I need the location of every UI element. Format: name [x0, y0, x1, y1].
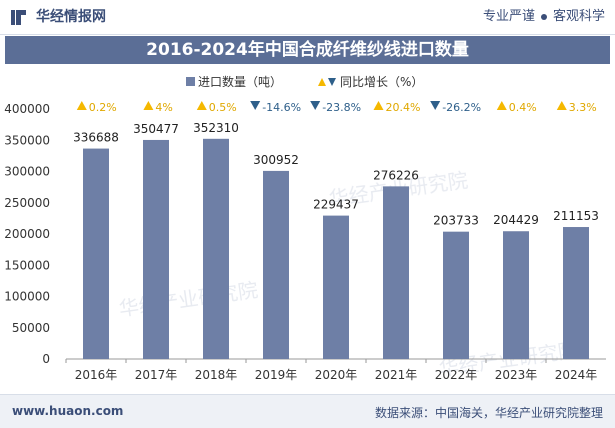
x-tick-label: 2023年: [495, 368, 538, 382]
y-tick-label: 400000: [4, 102, 50, 116]
x-tick-label: 2024年: [555, 368, 598, 382]
bar-value-label: 300952: [253, 153, 299, 167]
brand-name: 华经情报网: [36, 9, 106, 25]
growth-label: -26.2%: [442, 101, 481, 114]
bar: [443, 231, 469, 359]
brand-logo-icon: [11, 10, 26, 25]
x-tick-label: 2021年: [375, 368, 418, 382]
growth-label: 3.3%: [569, 101, 597, 114]
growth-up-icon: [196, 101, 207, 110]
growth-label: 0.2%: [89, 101, 117, 114]
bar-value-label: 203733: [433, 214, 479, 228]
growth-label: -14.6%: [262, 101, 301, 114]
bar: [83, 148, 109, 359]
x-tick-label: 2020年: [315, 368, 358, 382]
growth-up-icon: [143, 101, 154, 110]
y-tick-label: 100000: [4, 290, 50, 304]
growth-up-icon: [496, 101, 507, 110]
watermark-text: 华经产业研究院: [117, 278, 259, 321]
y-tick-label: 200000: [4, 227, 50, 241]
footer-bar: www.huaon.com 数据来源：中国海关，华经产业研究院整理: [0, 394, 615, 428]
legend-label-growth: 同比增长（%）: [340, 75, 423, 89]
x-tick-label: 2016年: [75, 368, 118, 382]
y-tick-label: 300000: [4, 165, 50, 179]
footer-website: www.huaon.com: [12, 404, 124, 418]
chart-bars: [83, 138, 589, 359]
bar-value-label: 336688: [73, 131, 119, 145]
bar: [143, 139, 169, 359]
footer-source: 数据来源：中国海关，华经产业研究院整理: [374, 406, 603, 420]
legend-label-import: 进口数量（吨）: [198, 74, 282, 89]
chart-area: 华经产业研究院 华经产业研究院 华经产业研究院 进口数量（吨） 同比增长（%） …: [4, 74, 606, 382]
bar: [383, 186, 409, 359]
growth-label: 20.4%: [386, 101, 421, 114]
growth-label: 0.4%: [509, 101, 537, 114]
bar: [563, 227, 589, 359]
bar-value-label: 229437: [313, 198, 359, 212]
x-tick-label: 2019年: [255, 368, 298, 382]
bar: [503, 231, 529, 359]
growth-up-icon: [76, 101, 87, 110]
bar-value-label: 204429: [493, 213, 539, 227]
x-tick-label: 2017年: [135, 368, 178, 382]
growth-down-icon: [430, 101, 441, 110]
chart-data-labels: 336688 350477 352310 300952 229437 276226 2037…: [73, 121, 599, 228]
y-tick-label: 250000: [4, 196, 50, 210]
growth-label: -23.8%: [322, 101, 361, 114]
legend-swatch-import: [186, 77, 195, 86]
bar-value-label: 352310: [193, 121, 239, 135]
x-tick-label: 2018年: [195, 368, 238, 382]
tagline-separator-dot: [540, 14, 547, 20]
bar-value-label: 350477: [133, 122, 179, 136]
y-tick-label: 50000: [12, 321, 50, 335]
growth-down-icon: [250, 101, 261, 110]
growth-up-icon: [373, 101, 384, 110]
y-tick-label: 350000: [4, 133, 50, 147]
chart-legend: 进口数量（吨） 同比增长（%）: [186, 74, 423, 89]
header-bar: 华经情报网 专业严谨 客观科学: [0, 0, 615, 35]
chart-title-bar: 2016-2024年中国合成纤维纱线进口数量: [5, 36, 610, 64]
tagline-right-text: 客观科学: [552, 9, 605, 24]
growth-label: 0.5%: [209, 101, 237, 114]
legend-down-triangle-icon: [328, 78, 336, 86]
tagline-left-text: 专业严谨: [482, 9, 535, 24]
chart-title: 2016-2024年中国合成纤维纱线进口数量: [146, 40, 469, 60]
bar: [203, 138, 229, 359]
growth-label: 4%: [155, 101, 172, 114]
bar: [323, 215, 349, 359]
y-tick-label: 150000: [4, 258, 50, 272]
growth-up-icon: [556, 101, 567, 110]
header-tagline: 专业严谨 客观科学: [483, 9, 605, 25]
y-tick-label: 0: [42, 352, 50, 366]
chart-growth-row: 0.2% 4% 0.5% -14.6% -23.8% 20.4% -26.2% 0.4% 3.3…: [76, 101, 597, 114]
bar-value-label: 276226: [373, 168, 419, 182]
legend-up-triangle-icon: [318, 78, 326, 86]
bar-value-label: 211153: [553, 209, 599, 223]
bar: [263, 170, 289, 359]
growth-down-icon: [310, 101, 321, 110]
x-tick-label: 2022年: [435, 368, 478, 382]
